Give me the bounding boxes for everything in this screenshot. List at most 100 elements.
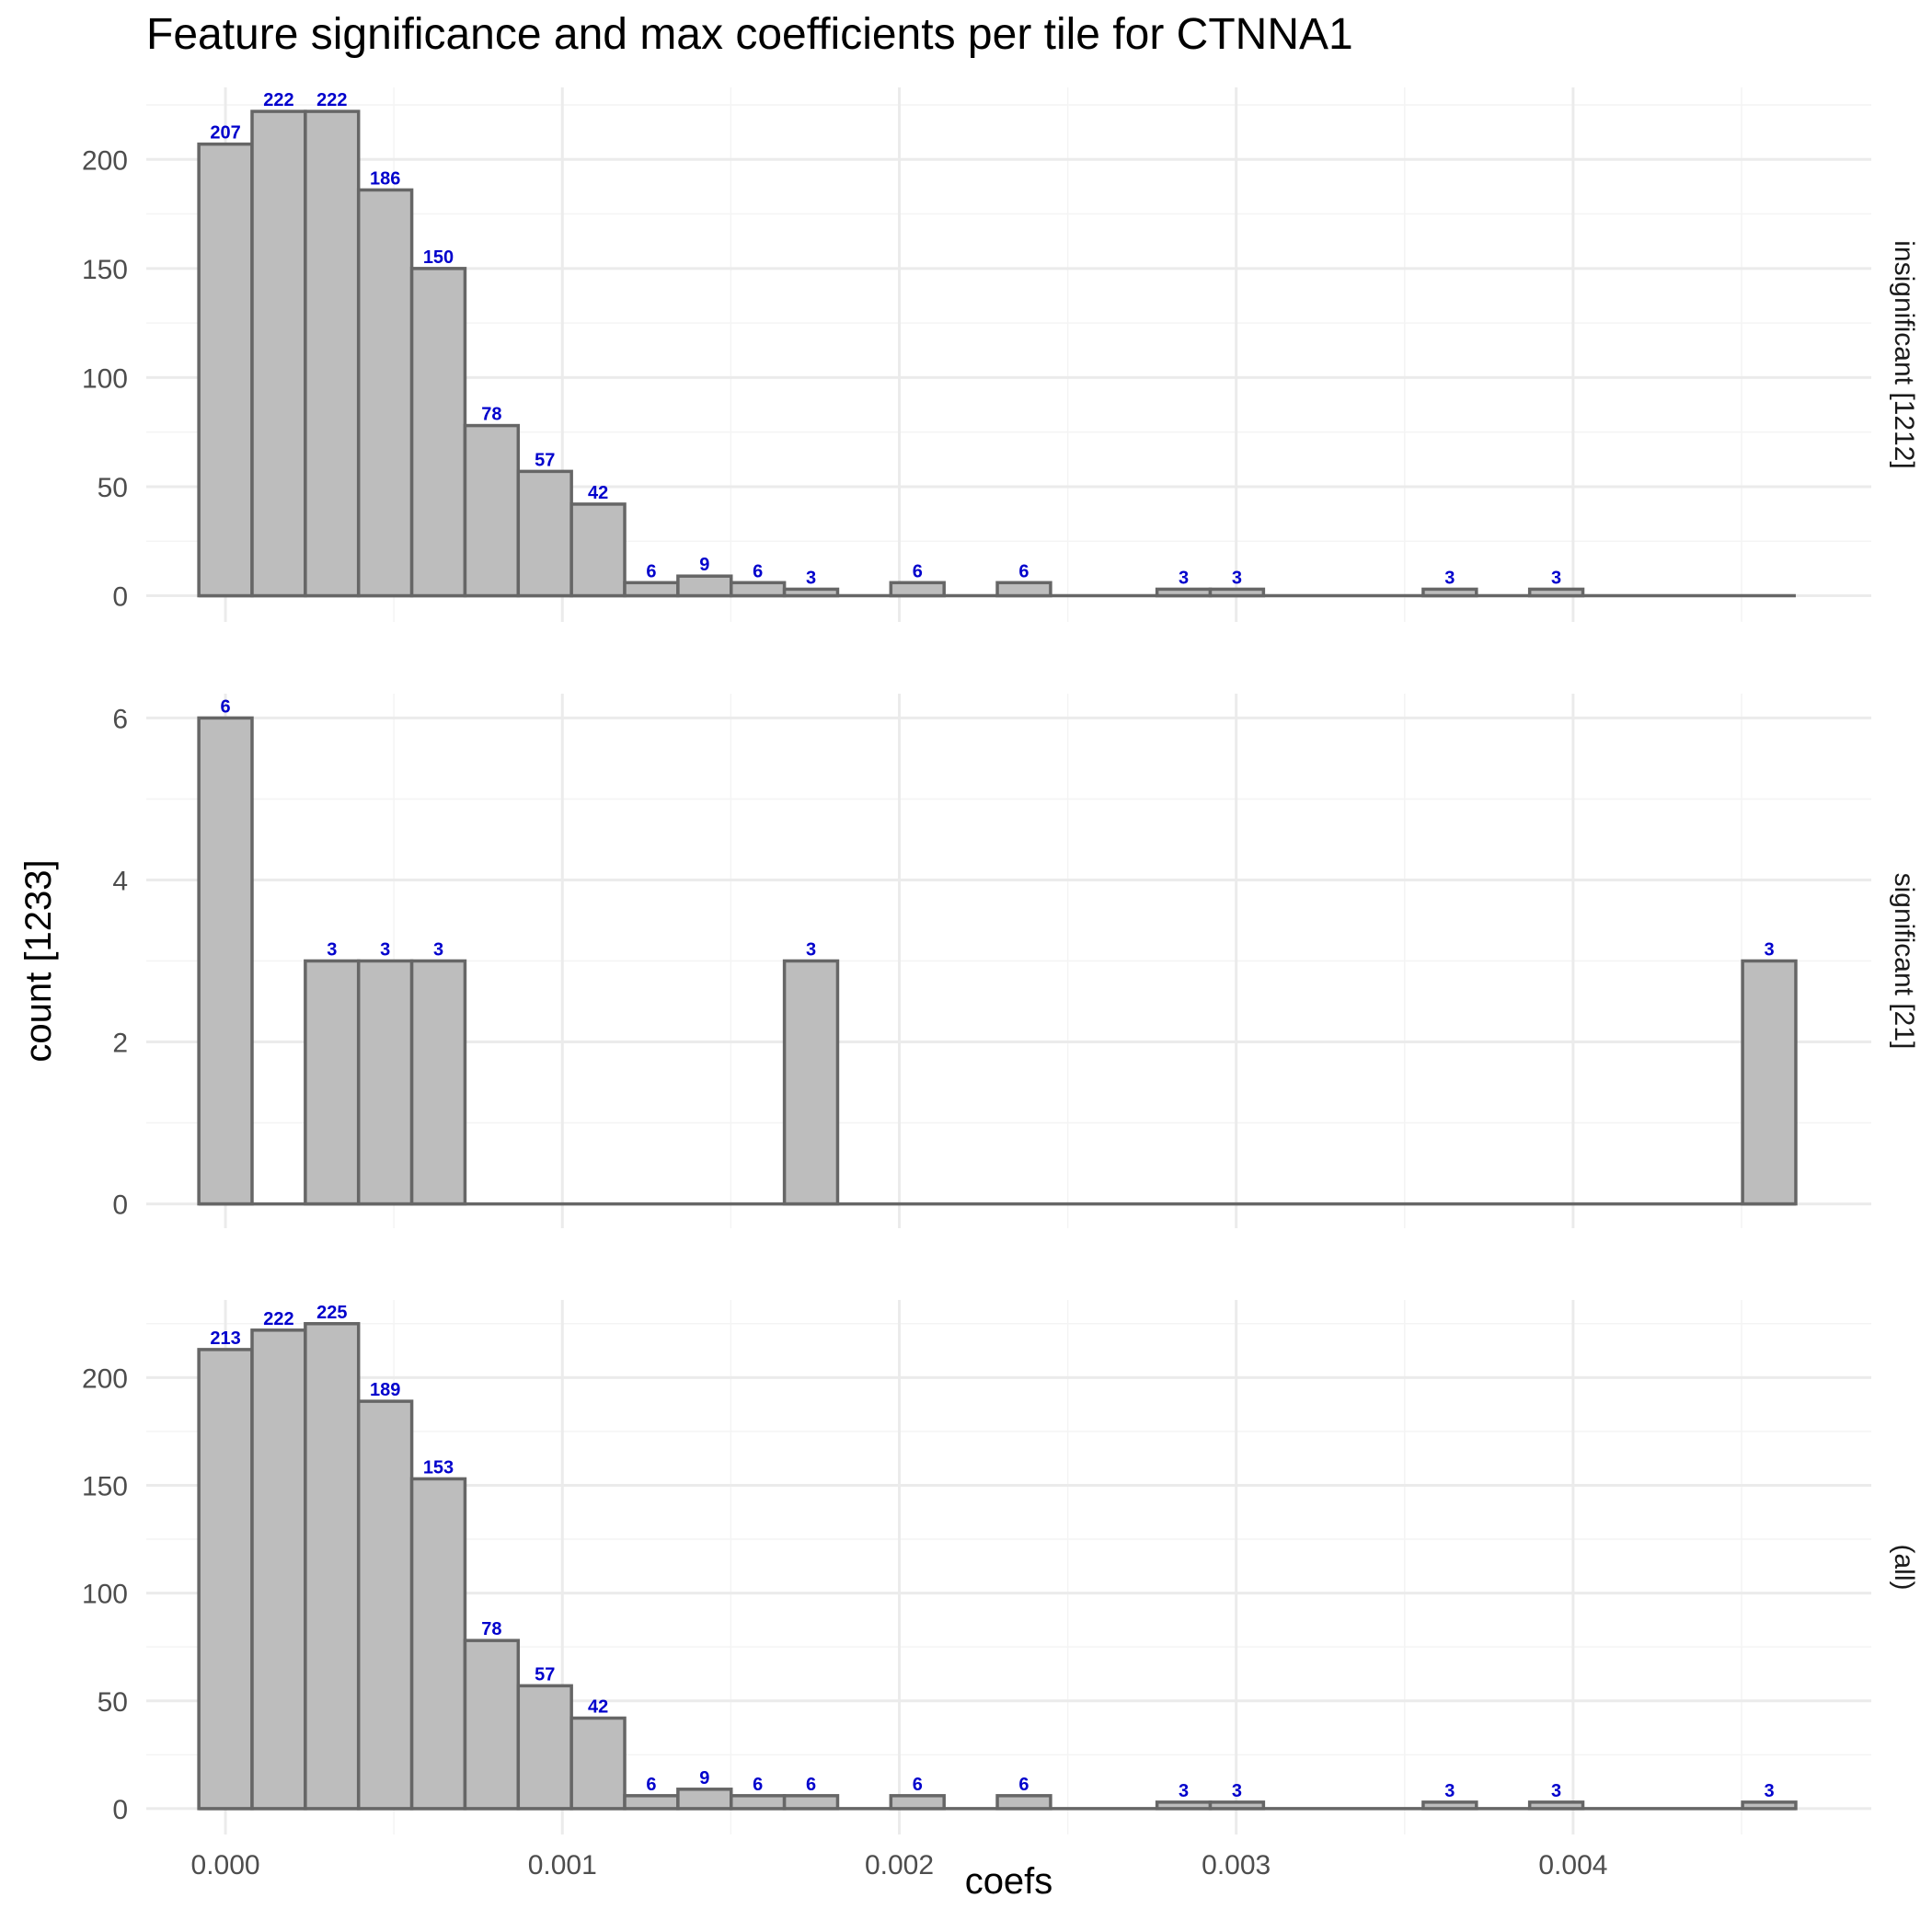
y-tick-label: 100 bbox=[82, 363, 128, 394]
histogram-bar bbox=[197, 716, 254, 1206]
histogram-bar bbox=[1208, 1800, 1266, 1811]
bar-count-label: 189 bbox=[370, 1380, 400, 1400]
histogram-bar bbox=[409, 959, 467, 1206]
bar-count-label: 213 bbox=[210, 1328, 240, 1349]
bar-count-label: 3 bbox=[806, 568, 816, 588]
histogram-bar bbox=[516, 1684, 573, 1811]
histogram-bar bbox=[889, 1794, 946, 1811]
bar-count-label: 3 bbox=[1551, 568, 1561, 588]
histogram-bar bbox=[1741, 1800, 1798, 1811]
histogram-bar bbox=[250, 1328, 307, 1811]
y-tick-label: 0 bbox=[112, 1795, 128, 1825]
bar-count-label: 3 bbox=[1179, 1781, 1189, 1801]
histogram-bar bbox=[1527, 1800, 1585, 1811]
histogram-bar bbox=[304, 1322, 361, 1811]
histogram-bar bbox=[995, 581, 1052, 598]
bar-count-label: 3 bbox=[806, 940, 816, 960]
bar-count-label: 57 bbox=[535, 1664, 555, 1685]
bar-count-label: 222 bbox=[263, 1309, 293, 1329]
histogram-bar bbox=[1421, 1800, 1478, 1811]
histogram-bar bbox=[782, 587, 840, 598]
bar-count-label: 6 bbox=[220, 696, 230, 717]
x-tick-label: 0.002 bbox=[865, 1850, 934, 1880]
y-tick-label: 0 bbox=[112, 1190, 128, 1221]
histogram-bar bbox=[409, 1477, 467, 1811]
histogram-bar bbox=[304, 959, 361, 1206]
histogram-bar bbox=[304, 109, 361, 598]
histogram-bar bbox=[569, 502, 627, 598]
chart-title: Feature significance and max coefficient… bbox=[146, 10, 1353, 59]
histogram-bar bbox=[356, 1399, 414, 1811]
bar-count-label: 6 bbox=[913, 1775, 923, 1795]
bar-count-label: 6 bbox=[913, 561, 923, 581]
bar-count-label: 3 bbox=[1764, 940, 1774, 960]
bar-count-label: 3 bbox=[1232, 568, 1242, 588]
bar-count-label: 153 bbox=[423, 1457, 454, 1478]
bar-count-label: 225 bbox=[316, 1303, 347, 1323]
y-tick-label: 50 bbox=[98, 1687, 128, 1718]
histogram-bar bbox=[356, 188, 414, 598]
bar-count-label: 207 bbox=[210, 123, 240, 144]
bar-count-label: 78 bbox=[481, 1619, 501, 1639]
y-tick-label: 100 bbox=[82, 1580, 128, 1610]
y-tick-label: 200 bbox=[82, 1363, 128, 1394]
histogram-bar bbox=[197, 1348, 254, 1811]
histogram-bar bbox=[250, 109, 307, 598]
bar-count-label: 3 bbox=[433, 940, 443, 960]
histogram-bar bbox=[1155, 1800, 1213, 1811]
histogram-bar bbox=[995, 1794, 1052, 1811]
bar-count-label: 3 bbox=[327, 940, 337, 960]
histogram-bar bbox=[676, 574, 733, 598]
histogram-bar bbox=[623, 581, 680, 598]
bar-count-label: 3 bbox=[380, 940, 390, 960]
bar-count-label: 3 bbox=[1764, 1781, 1774, 1801]
bar-count-label: 3 bbox=[1444, 568, 1455, 588]
histogram-bar bbox=[623, 1794, 680, 1811]
histogram-bar bbox=[782, 1794, 840, 1811]
y-tick-label: 200 bbox=[82, 145, 128, 176]
histogram-bar bbox=[1527, 587, 1585, 598]
x-tick-label: 0.004 bbox=[1538, 1850, 1607, 1880]
y-tick-label: 50 bbox=[98, 473, 128, 503]
histogram-bar bbox=[782, 959, 840, 1206]
x-tick-label: 0.001 bbox=[528, 1850, 597, 1880]
bar-count-label: 6 bbox=[646, 1775, 656, 1795]
bar-count-label: 6 bbox=[1018, 1775, 1029, 1795]
y-tick-label: 2 bbox=[112, 1029, 128, 1059]
histogram-bar bbox=[729, 1794, 787, 1811]
bar-count-label: 9 bbox=[699, 555, 709, 575]
y-tick-label: 150 bbox=[82, 1471, 128, 1501]
bar-count-label: 150 bbox=[423, 247, 454, 268]
bar-count-label: 6 bbox=[753, 1775, 763, 1795]
facet-strip-label: significant [21] bbox=[1889, 873, 1919, 1050]
y-tick-label: 0 bbox=[112, 582, 128, 613]
facet-strip-label: (all) bbox=[1889, 1545, 1919, 1591]
histogram-bar bbox=[1741, 959, 1798, 1206]
histogram-bar bbox=[356, 959, 414, 1206]
bar-count-label: 6 bbox=[646, 561, 656, 581]
y-tick-label: 150 bbox=[82, 255, 128, 285]
bar-count-label: 42 bbox=[588, 483, 608, 503]
bar-count-label: 78 bbox=[481, 405, 501, 425]
bar-count-label: 186 bbox=[370, 168, 400, 189]
histogram-bar bbox=[463, 423, 521, 598]
bar-count-label: 57 bbox=[535, 450, 555, 470]
histogram-bar bbox=[516, 469, 573, 598]
bar-count-label: 222 bbox=[316, 90, 347, 110]
bar-count-label: 6 bbox=[753, 561, 763, 581]
bar-count-label: 9 bbox=[699, 1768, 709, 1788]
bar-count-label: 3 bbox=[1179, 568, 1189, 588]
x-tick-label: 0.000 bbox=[191, 1850, 260, 1880]
bar-count-label: 6 bbox=[1018, 561, 1029, 581]
bar-count-label: 3 bbox=[1444, 1781, 1455, 1801]
histogram-bar bbox=[729, 581, 787, 598]
histogram-bar bbox=[676, 1788, 733, 1811]
x-tick-label: 0.003 bbox=[1202, 1850, 1271, 1880]
bar-count-label: 3 bbox=[1551, 1781, 1561, 1801]
bar-count-label: 6 bbox=[806, 1775, 816, 1795]
bar-count-label: 42 bbox=[588, 1696, 608, 1717]
histogram-bar bbox=[569, 1716, 627, 1811]
y-tick-label: 6 bbox=[112, 704, 128, 734]
bar-count-label: 3 bbox=[1232, 1781, 1242, 1801]
